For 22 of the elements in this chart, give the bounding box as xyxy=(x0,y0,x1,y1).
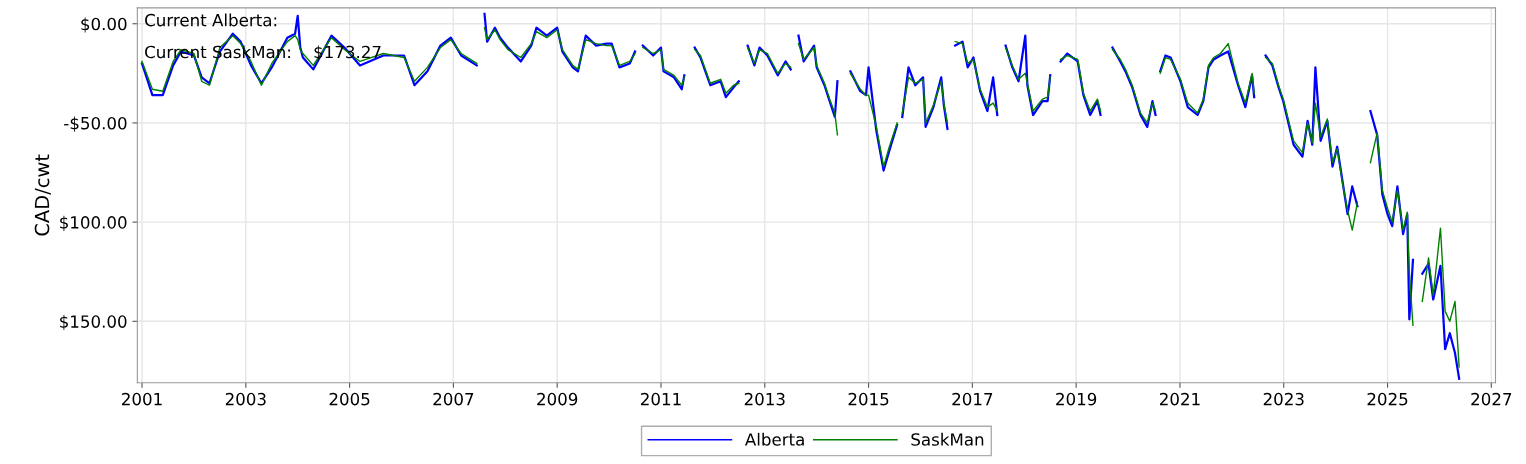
x-tick-label: 2017 xyxy=(952,392,993,406)
x-tick-label: 2021 xyxy=(1159,392,1200,406)
x-tick-label: 2025 xyxy=(1367,392,1408,406)
legend-label: SaskMan xyxy=(911,432,984,446)
x-tick-label: 2001 xyxy=(122,392,162,406)
x-tick-label: 2009 xyxy=(537,392,578,406)
y-tick-label: $150.00 xyxy=(60,314,127,331)
y-tick-label: $100.00 xyxy=(60,215,127,231)
annotation: Current Alberta: xyxy=(145,13,277,27)
x-tick-label: 2007 xyxy=(433,392,474,406)
legend-label: Alberta xyxy=(745,432,804,446)
y-tick-label: -$50.00 xyxy=(64,116,127,132)
x-tick-label: 2005 xyxy=(329,392,370,406)
x-tick-label: 2011 xyxy=(640,392,681,406)
x-tick-label: 2027 xyxy=(1471,392,1512,406)
y-tick-label: $0.00 xyxy=(81,17,127,33)
x-tick-label: 2015 xyxy=(848,392,889,406)
x-tick-label: 2013 xyxy=(744,392,785,406)
y-axis-title: CAD/cwt xyxy=(34,154,51,236)
x-tick-label: 2019 xyxy=(1056,392,1097,406)
x-tick-label: 2023 xyxy=(1263,392,1304,406)
x-tick-label: 2003 xyxy=(225,392,266,406)
